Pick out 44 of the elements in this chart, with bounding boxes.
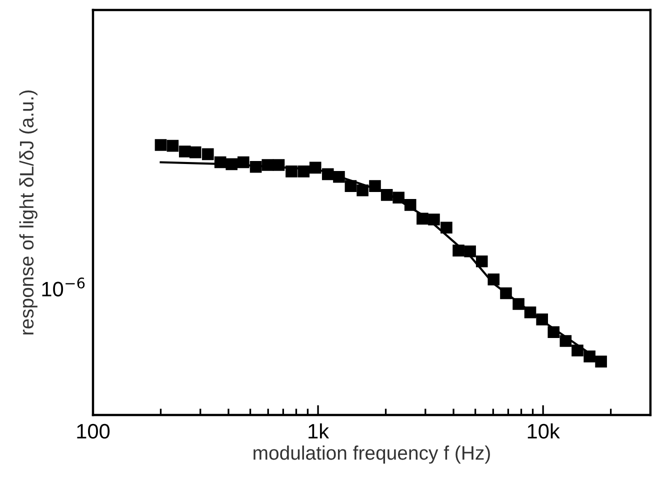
point [154,139,167,151]
point [440,222,452,234]
point [272,159,285,171]
text: 10$^{−6}$ [42,278,85,297]
point [202,148,214,160]
point [333,170,345,183]
point [298,166,310,178]
point [286,166,298,178]
point [344,180,357,192]
x-tick-label: 10k [528,423,560,439]
point [322,168,334,180]
point [464,245,476,258]
point [404,199,416,211]
point [524,306,536,318]
x-axis-title: modulation frequency f (Hz) [254,446,490,464]
point [238,156,250,168]
point [380,189,393,201]
point [584,350,596,362]
point [560,335,572,347]
point [369,180,381,192]
point [178,146,191,158]
point [488,274,500,286]
point [214,156,226,168]
point [476,255,488,268]
point [262,159,274,171]
point [189,146,202,158]
point [356,184,368,196]
x-tick-label: 1k [308,423,330,438]
point [500,287,512,300]
point [428,214,440,226]
x-tick-label: 100 [77,424,110,439]
point [250,160,262,173]
y-axis-title: response of light δL/δJ (a.u.) [19,90,38,334]
point [536,314,548,326]
point [166,140,179,152]
point [595,356,607,368]
point [309,162,322,174]
point [416,212,428,225]
point [572,344,584,356]
point [452,244,464,256]
point [548,326,560,338]
point [226,158,238,170]
point [392,192,404,204]
point [512,298,524,310]
